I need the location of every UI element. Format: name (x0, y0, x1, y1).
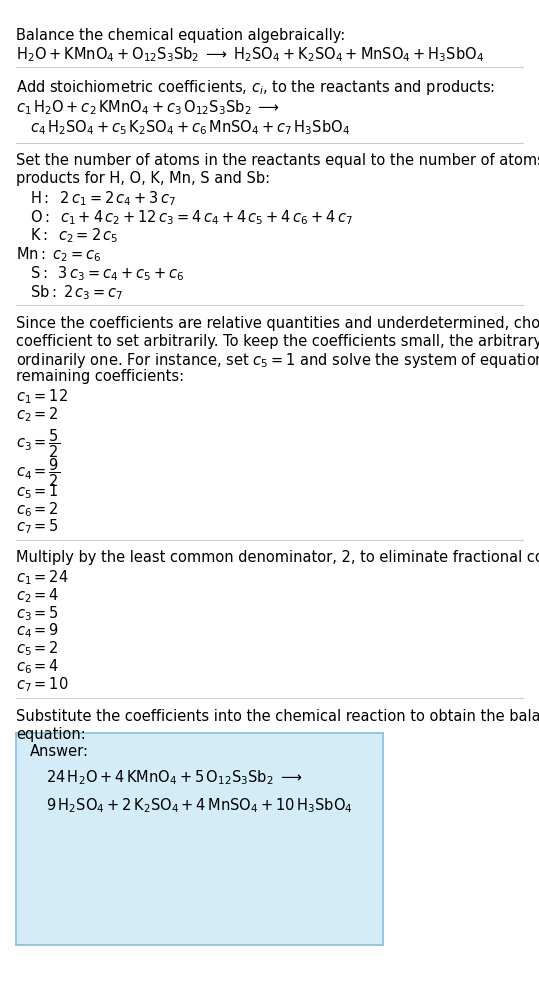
Text: $\mathrm{H{:}\;\;} 2\,c_1 = 2\,c_4 + 3\,c_7$: $\mathrm{H{:}\;\;} 2\,c_1 = 2\,c_4 + 3\,… (30, 189, 176, 208)
Text: $c_5 = 2$: $c_5 = 2$ (16, 640, 59, 658)
Text: coefficient to set arbitrarily. To keep the coefficients small, the arbitrary va: coefficient to set arbitrarily. To keep … (16, 334, 539, 348)
Text: $c_7 = 10$: $c_7 = 10$ (16, 675, 69, 694)
Text: $c_6 = 2$: $c_6 = 2$ (16, 500, 59, 519)
Text: $c_4\,\mathrm{H_2SO_4} + c_5\,\mathrm{K_2SO_4} + c_6\,\mathrm{MnSO_4} + c_7\,\ma: $c_4\,\mathrm{H_2SO_4} + c_5\,\mathrm{K_… (30, 119, 350, 138)
Text: $c_2 = 2$: $c_2 = 2$ (16, 405, 59, 424)
Text: $c_3 = 5$: $c_3 = 5$ (16, 604, 59, 623)
Text: $c_4 = \dfrac{9}{2}$: $c_4 = \dfrac{9}{2}$ (16, 456, 60, 489)
Text: $c_7 = 5$: $c_7 = 5$ (16, 518, 59, 537)
Text: $c_1\,\mathrm{H_2O} + c_2\,\mathrm{KMnO_4} + c_3\,\mathrm{O_{12}S_3Sb_2} \;\long: $c_1\,\mathrm{H_2O} + c_2\,\mathrm{KMnO_… (16, 98, 280, 117)
Text: $24\,\mathrm{H_2O} + 4\,\mathrm{KMnO_4} + 5\,\mathrm{O_{12}S_3Sb_2} \;\longright: $24\,\mathrm{H_2O} + 4\,\mathrm{KMnO_4} … (46, 768, 302, 787)
Text: Add stoichiometric coefficients, $c_i$, to the reactants and products:: Add stoichiometric coefficients, $c_i$, … (16, 78, 495, 97)
Text: equation:: equation: (16, 727, 86, 742)
Text: $\mathrm{O{:}\;\;} c_1 + 4\,c_2 + 12\,c_3 = 4\,c_4 + 4\,c_5 + 4\,c_6 + 4\,c_7$: $\mathrm{O{:}\;\;} c_1 + 4\,c_2 + 12\,c_… (30, 208, 353, 227)
Text: Balance the chemical equation algebraically:: Balance the chemical equation algebraica… (16, 28, 345, 43)
Text: $\mathrm{Sb{:}\;} 2\,c_3 = c_7$: $\mathrm{Sb{:}\;} 2\,c_3 = c_7$ (30, 283, 123, 302)
Text: $\mathrm{H_2O + KMnO_4 + O_{12}S_3Sb_2 \;\longrightarrow\; H_2SO_4 + K_2SO_4 + M: $\mathrm{H_2O + KMnO_4 + O_{12}S_3Sb_2 \… (16, 45, 484, 63)
Text: $c_2 = 4$: $c_2 = 4$ (16, 586, 59, 605)
Text: ordinarily one. For instance, set $c_5 = 1$ and solve the system of equations fo: ordinarily one. For instance, set $c_5 =… (16, 351, 539, 370)
Text: $c_1 = 12$: $c_1 = 12$ (16, 387, 68, 406)
Text: products for H, O, K, Mn, S and Sb:: products for H, O, K, Mn, S and Sb: (16, 171, 270, 186)
Text: $c_3 = \dfrac{5}{2}$: $c_3 = \dfrac{5}{2}$ (16, 428, 60, 460)
Text: remaining coefficients:: remaining coefficients: (16, 369, 184, 384)
Text: $\mathrm{K{:}\;\;} c_2 = 2\,c_5$: $\mathrm{K{:}\;\;} c_2 = 2\,c_5$ (30, 227, 118, 246)
Text: Since the coefficients are relative quantities and underdetermined, choose a: Since the coefficients are relative quan… (16, 316, 539, 331)
Text: $c_1 = 24$: $c_1 = 24$ (16, 568, 69, 587)
Text: $c_6 = 4$: $c_6 = 4$ (16, 657, 59, 676)
Text: Answer:: Answer: (30, 744, 88, 759)
Text: $\mathrm{Mn{:}\;} c_2 = c_6$: $\mathrm{Mn{:}\;} c_2 = c_6$ (16, 246, 101, 264)
Text: $9\,\mathrm{H_2SO_4} + 2\,\mathrm{K_2SO_4} + 4\,\mathrm{MnSO_4} + 10\,\mathrm{H_: $9\,\mathrm{H_2SO_4} + 2\,\mathrm{K_2SO_… (46, 796, 353, 815)
Text: Multiply by the least common denominator, 2, to eliminate fractional coefficient: Multiply by the least common denominator… (16, 550, 539, 565)
Text: $\mathrm{S{:}\;\;} 3\,c_3 = c_4 + c_5 + c_6$: $\mathrm{S{:}\;\;} 3\,c_3 = c_4 + c_5 + … (30, 264, 184, 283)
Text: $c_4 = 9$: $c_4 = 9$ (16, 622, 59, 641)
Text: Substitute the coefficients into the chemical reaction to obtain the balanced: Substitute the coefficients into the che… (16, 709, 539, 724)
Text: $c_5 = 1$: $c_5 = 1$ (16, 482, 59, 501)
Text: Set the number of atoms in the reactants equal to the number of atoms in the: Set the number of atoms in the reactants… (16, 153, 539, 168)
